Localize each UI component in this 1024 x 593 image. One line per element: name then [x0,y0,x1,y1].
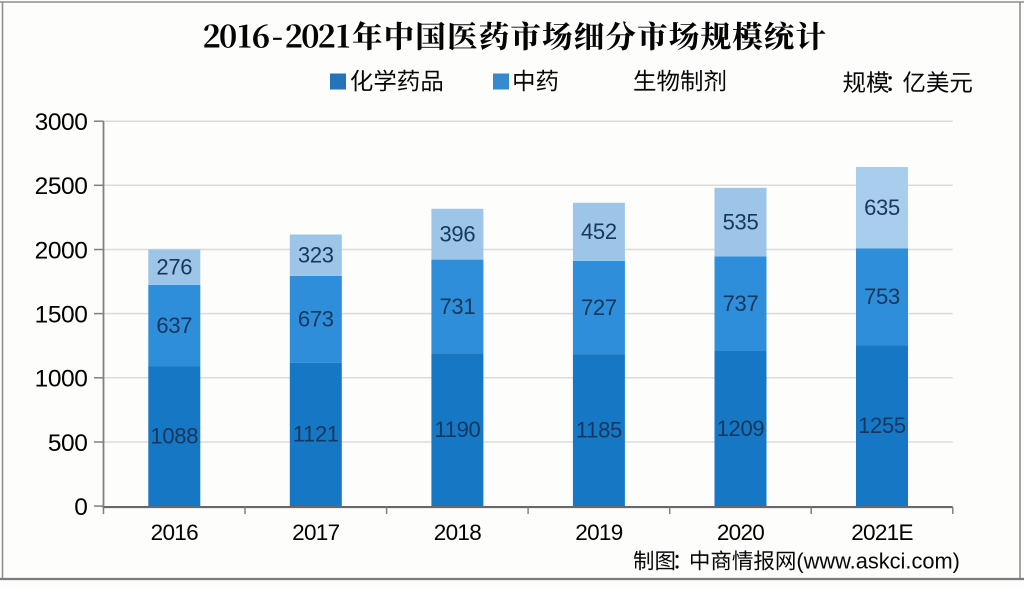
svg-text:2017: 2017 [292,520,339,545]
svg-text:731: 731 [439,294,475,319]
svg-text:2018: 2018 [434,520,481,545]
svg-text:1121: 1121 [293,422,339,447]
svg-text:500: 500 [48,430,88,457]
svg-text:737: 737 [723,291,759,316]
svg-text:753: 753 [864,284,900,309]
svg-text:323: 323 [298,243,334,268]
svg-text:1190: 1190 [434,417,480,442]
svg-text:637: 637 [156,313,192,338]
svg-text:1255: 1255 [858,413,906,438]
svg-text:535: 535 [723,210,759,235]
svg-text:2021E: 2021E [851,520,913,545]
svg-text:1185: 1185 [576,418,622,443]
svg-text:1209: 1209 [717,416,765,441]
svg-text:2019: 2019 [575,520,622,545]
svg-text:2000: 2000 [35,237,88,264]
svg-text:396: 396 [439,222,475,247]
svg-text:2020: 2020 [717,520,764,545]
svg-text:452: 452 [581,219,617,244]
svg-text:635: 635 [864,195,900,220]
svg-text:1500: 1500 [35,302,88,329]
svg-text:(www.askci.com): (www.askci.com) [796,549,960,574]
svg-text:2500: 2500 [35,173,88,200]
svg-text:727: 727 [581,295,617,320]
svg-text:1000: 1000 [35,366,88,393]
svg-text:1088: 1088 [150,424,198,449]
svg-text:276: 276 [156,255,192,280]
svg-text:0: 0 [74,494,87,521]
svg-text:673: 673 [298,307,334,332]
svg-text:3000: 3000 [35,109,88,136]
svg-text:2016: 2016 [151,520,198,545]
